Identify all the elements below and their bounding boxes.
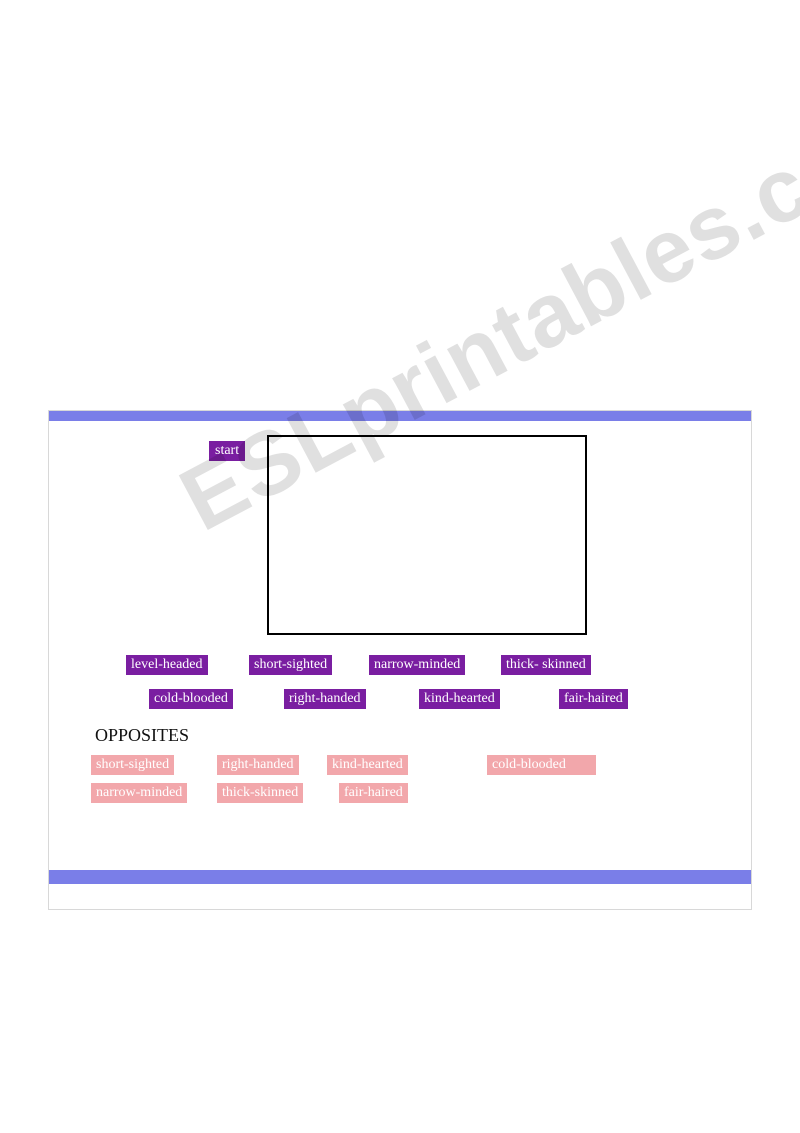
opposites-heading: OPPOSITES xyxy=(95,725,189,746)
top-bar xyxy=(49,411,751,421)
tag-right-handed[interactable]: right-handed xyxy=(284,689,366,709)
worksheet-container: start level-headed short-sighted narrow-… xyxy=(48,410,752,910)
start-button[interactable]: start xyxy=(209,441,245,461)
tag-fair-haired[interactable]: fair-haired xyxy=(559,689,628,709)
opp-kind-hearted[interactable]: kind-hearted xyxy=(327,755,408,775)
tag-thick-skinned[interactable]: thick- skinned xyxy=(501,655,591,675)
tag-narrow-minded[interactable]: narrow-minded xyxy=(369,655,465,675)
answer-box[interactable] xyxy=(267,435,587,635)
tag-level-headed[interactable]: level-headed xyxy=(126,655,208,675)
tag-kind-hearted[interactable]: kind-hearted xyxy=(419,689,500,709)
opp-narrow-minded[interactable]: narrow-minded xyxy=(91,783,187,803)
opp-short-sighted[interactable]: short-sighted xyxy=(91,755,174,775)
tag-short-sighted[interactable]: short-sighted xyxy=(249,655,332,675)
opp-cold-blooded[interactable]: cold-blooded xyxy=(487,755,596,775)
content-area: start level-headed short-sighted narrow-… xyxy=(49,421,751,909)
opp-right-handed[interactable]: right-handed xyxy=(217,755,299,775)
opp-thick-skinned[interactable]: thick-skinned xyxy=(217,783,303,803)
opp-fair-haired[interactable]: fair-haired xyxy=(339,783,408,803)
bottom-bar xyxy=(49,870,751,884)
tag-cold-blooded[interactable]: cold-blooded xyxy=(149,689,233,709)
